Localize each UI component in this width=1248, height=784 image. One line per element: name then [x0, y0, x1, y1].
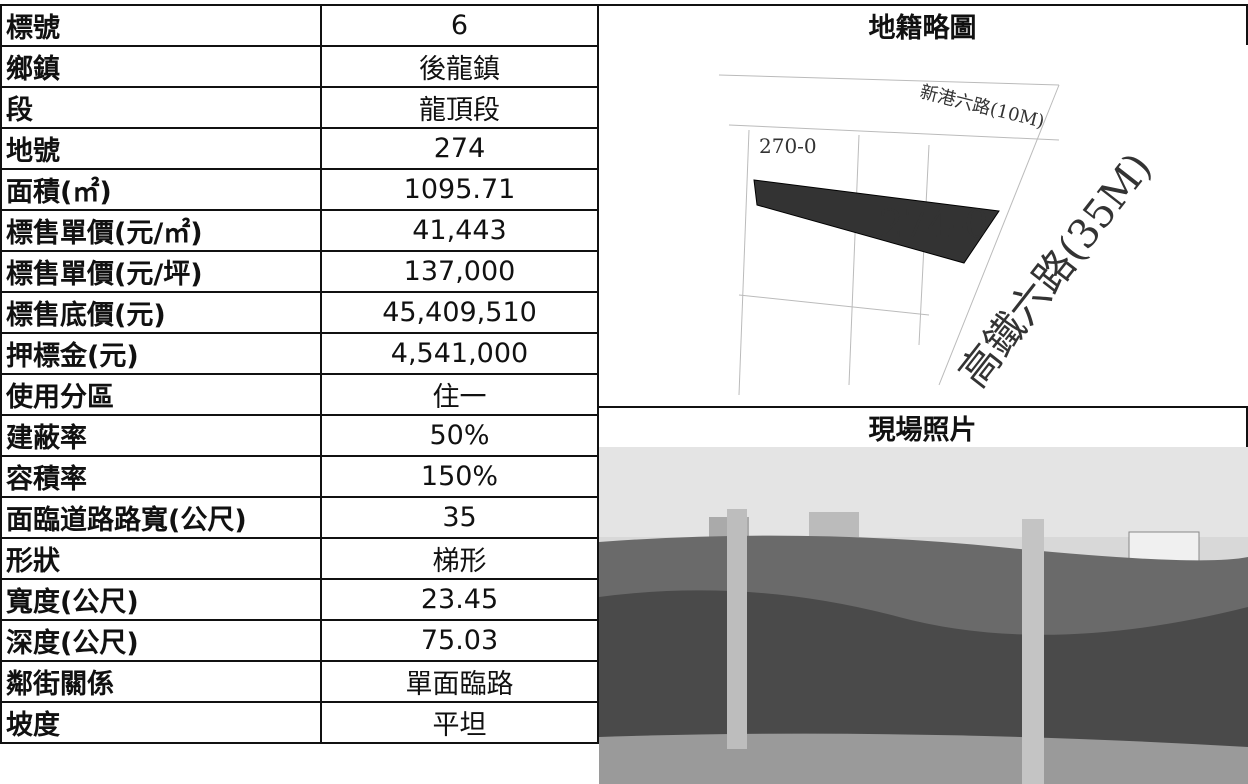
site-photo — [599, 447, 1248, 784]
row-value: 23.45 — [320, 578, 599, 621]
row-value: 50% — [320, 414, 599, 457]
row-label: 標售單價(元/㎡) — [0, 209, 322, 252]
row-label: 鄉鎮 — [0, 45, 322, 88]
row-value: 梯形 — [320, 537, 599, 580]
row-label: 標售單價(元/坪) — [0, 250, 322, 293]
row-value: 274 — [320, 127, 599, 170]
map-label: 274-0 — [879, 202, 989, 246]
row-value: 35 — [320, 496, 599, 539]
row-label: 建蔽率 — [0, 414, 322, 457]
row-label: 標售底價(元) — [0, 291, 322, 334]
cadastral-map: 新港六路(10M) 270-0 274-0 高鐵六路(35M) — [599, 45, 1248, 410]
row-value: 6 — [320, 4, 599, 47]
photo-title: 現場照片 — [597, 406, 1248, 449]
row-label: 面積(㎡) — [0, 168, 322, 211]
row-value: 平坦 — [320, 701, 599, 744]
map-title: 地籍略圖 — [597, 4, 1248, 47]
row-value: 龍頂段 — [320, 86, 599, 129]
row-label: 坡度 — [0, 701, 322, 744]
row-label: 深度(公尺) — [0, 619, 322, 662]
row-value: 4,541,000 — [320, 332, 599, 375]
row-label: 標號 — [0, 4, 322, 47]
row-value: 1095.71 — [320, 168, 599, 211]
row-label: 使用分區 — [0, 373, 322, 416]
row-label: 段 — [0, 86, 322, 129]
row-label: 地號 — [0, 127, 322, 170]
row-value: 後龍鎮 — [320, 45, 599, 88]
row-label: 寬度(公尺) — [0, 578, 322, 621]
row-label: 形狀 — [0, 537, 322, 580]
row-label: 鄰街關係 — [0, 660, 322, 703]
row-label: 押標金(元) — [0, 332, 322, 375]
row-value: 75.03 — [320, 619, 599, 662]
row-value: 150% — [320, 455, 599, 498]
map-label: 270-0 — [759, 134, 817, 158]
row-label: 面臨道路路寬(公尺) — [0, 496, 322, 539]
row-label: 容積率 — [0, 455, 322, 498]
row-value: 45,409,510 — [320, 291, 599, 334]
row-value: 住一 — [320, 373, 599, 416]
row-value: 41,443 — [320, 209, 599, 252]
row-value: 單面臨路 — [320, 660, 599, 703]
row-value: 137,000 — [320, 250, 599, 293]
